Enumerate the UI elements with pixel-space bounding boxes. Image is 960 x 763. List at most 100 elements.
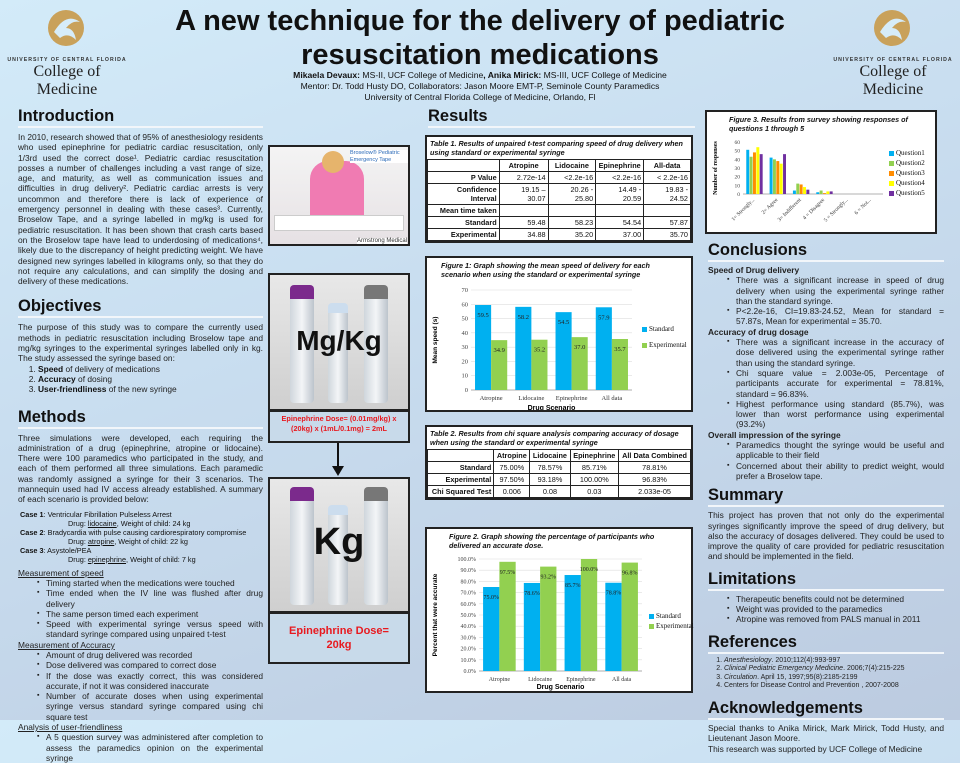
table-cell: 100.00% (569, 473, 620, 486)
figure3: Figure 3. Results from survey showing re… (705, 110, 937, 234)
x-tick-label: All data (612, 677, 631, 683)
author2-name: , Anika Mirick: (483, 70, 542, 80)
y-tick-label: 70 (462, 287, 469, 294)
accuracy-list: Amount of drug delivered was recordedDos… (18, 650, 263, 722)
syringe (364, 487, 388, 605)
list-item: Highest performance using standard (85.7… (727, 399, 944, 430)
syringe (290, 487, 314, 605)
author1-affiliation: MS-II, UCF College of Medicine (360, 70, 484, 80)
list-item: Therapeutic benefits could not be determ… (727, 594, 944, 605)
bar-experimental (540, 566, 557, 671)
table1-caption: Table 1. Results of unpaired t-test comp… (430, 139, 683, 157)
list-item: There was a significant increase in spee… (727, 275, 944, 306)
mentor-line: Mentor: Dr. Todd Husty DO, Collaborators… (300, 81, 660, 91)
bar-question2 (796, 183, 800, 194)
y-tick-label: 30.0% (461, 635, 477, 641)
y-tick-label: 40 (735, 157, 741, 163)
bar-question4 (803, 187, 806, 194)
bar-standard (595, 307, 612, 390)
list-item: P<2.2e-16, CI=19.83-24.52, Mean for stan… (727, 306, 944, 327)
table-cell: 54.54 (595, 216, 645, 229)
list-item: Paramedics thought the syringe would be … (727, 440, 944, 461)
author1-name: Mikaela Devaux: (293, 70, 361, 80)
legend-item-standard: Standard (642, 324, 687, 334)
nurse-head (322, 151, 344, 173)
table2-grid: Atropine Lidocaine Epinephrine All Data Com… (426, 449, 691, 498)
bar-standard (523, 582, 541, 671)
conclusions-speed-list: There was a significant increase in spee… (708, 275, 944, 326)
references-list: Anesthesiology. 2010;112(4):993-997 Clin… (708, 657, 944, 691)
legend-item-q2: Question2 (889, 158, 925, 168)
figure1-title: Figure 1: Graph showing the mean speed o… (441, 261, 650, 279)
bar-experimental (491, 340, 508, 390)
list-item: If the dose was exactly correct, this wa… (37, 671, 263, 692)
methods-text: Three simulations were developed, each r… (18, 432, 263, 505)
data-label: 37.0 (574, 344, 585, 351)
limitations-list: Therapeutic benefits could not be determ… (708, 594, 944, 625)
list-item: Timing started when the medications were… (37, 578, 263, 589)
case-list: Case 1: Ventricular Fibrillation Pulsele… (20, 510, 263, 564)
y-tick-label: 50 (462, 316, 469, 323)
row-header: Standard (426, 461, 495, 474)
bar-question4 (826, 191, 830, 194)
legend-item-experimental: Experimental (649, 621, 694, 631)
table-cell: <2.2e-16 (595, 171, 645, 184)
y-tick-label: 30 (735, 166, 741, 172)
user-friendliness-heading: Analysis of user-friendliness (18, 722, 123, 733)
bar-question5 (806, 189, 810, 194)
table-row: Experimental 34.88 35.20 37.00 35.70 (427, 228, 691, 241)
bar-standard (483, 587, 500, 671)
x-tick-label: Epinephrine (556, 395, 588, 402)
table-cell: 37.00 (595, 228, 645, 241)
bar-experimental (531, 339, 548, 390)
row-header: Mean time taken (427, 204, 500, 217)
bar-standard (475, 305, 492, 390)
y-tick-label: 40.0% (461, 624, 477, 630)
college-name: College of Medicine (859, 63, 927, 98)
y-tick-label: 0.0% (464, 669, 477, 675)
objectives-list: Speed of delivery of medications Accurac… (18, 364, 263, 395)
y-tick-label: 60.0% (461, 602, 477, 608)
table-cell: 59.48 (498, 216, 549, 229)
table-cell: 0.08 (529, 485, 571, 498)
x-axis-label: Drug Scenario (528, 405, 576, 410)
conclusions-heading: Conclusions (708, 240, 944, 262)
mgkg-dose-caption: Epinephrine Dose= (0.01mg/kg) x (20kg) x… (268, 410, 410, 443)
limitations-heading: Limitations (708, 569, 944, 591)
x-axis-label: Drug Scenario (537, 684, 585, 691)
university-name: UNIVERSITY OF CENTRAL FLORIDA (7, 57, 127, 63)
x-tick-label: 6 = Not... (854, 197, 874, 217)
table-cell: 58.23 (547, 216, 597, 229)
summary-text: This project has proven that not only do… (708, 510, 944, 562)
data-label: 57.9 (598, 314, 609, 321)
bar-question3 (752, 152, 756, 194)
photo-credit: Armstrong Medical (356, 238, 407, 244)
table-row: P Value 2.72e-14 <2.2e-16 <2.2e-16 < 2.2e-16 (427, 171, 691, 184)
bar-question2 (749, 156, 753, 194)
pegasus-icon (48, 10, 84, 46)
row-header: Experimental (427, 228, 500, 241)
figure1-chart: 0 10 20 30 40 50 60 70 59.5 34.9 Atropine 58.2 35.2 L… (432, 287, 632, 410)
figure2-title: Figure 2. Graph showing the percentage o… (449, 532, 655, 550)
table2-caption: Table 2. Results from chi square analysi… (430, 429, 679, 447)
y-tick-label: 0 (737, 192, 740, 198)
right-column: Conclusions Speed of Drug delivery There… (708, 240, 944, 754)
y-axis-label: Number of responses (713, 140, 719, 194)
author2-affiliation: MS-III, UCF College of Medicine (541, 70, 667, 80)
table-cell: 57.87 (643, 216, 691, 229)
syringe (328, 505, 348, 605)
college-name: College of Medicine (33, 63, 101, 98)
list-item: Time ended when the IV line was flushed … (37, 588, 263, 609)
table-cell: 75.00% (493, 461, 531, 474)
kg-label: Kg (313, 521, 365, 563)
table-cell: 97.50% (493, 473, 531, 486)
table-cell (595, 204, 645, 217)
data-label: 100.0% (580, 567, 599, 573)
objectives-heading: Objectives (18, 296, 263, 319)
table-row: Confidence Interval 19.15 – 30.07 20.26 - … (427, 183, 691, 205)
column-header (426, 449, 495, 462)
conclusions-impression-heading: Overall impression of the syringe (708, 429, 841, 440)
list-item: Speed with experimental syringe versus s… (37, 619, 263, 640)
left-column: Introduction In 2010, research showed th… (18, 106, 263, 763)
y-axis-label: Percent that were accurate (432, 573, 439, 656)
